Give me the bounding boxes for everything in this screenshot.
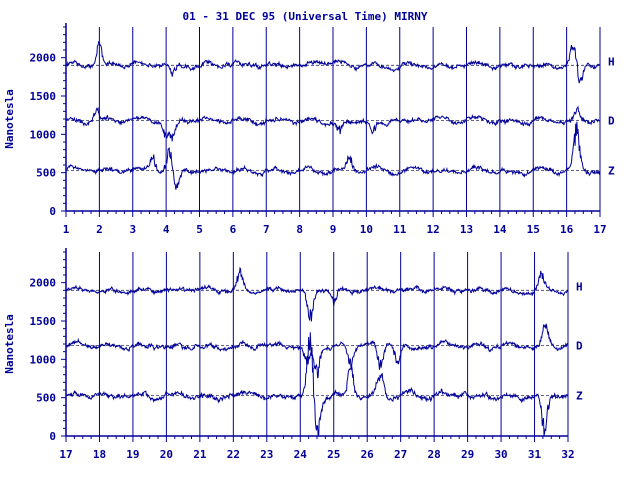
series-label-d: D <box>576 340 583 353</box>
x-tick-label: 19 <box>126 448 139 461</box>
x-tick-label: 13 <box>460 223 473 236</box>
series-trace-h <box>65 266 569 322</box>
x-tick-label: 2 <box>96 223 103 236</box>
x-tick-label: 7 <box>263 223 270 236</box>
x-tick-label: 9 <box>330 223 337 236</box>
chart-title: 01 - 31 DEC 95 (Universal Time) MIRNY <box>182 10 427 23</box>
x-tick-label: 10 <box>360 223 373 236</box>
x-tick-label: 12 <box>427 223 440 236</box>
x-tick-label: 18 <box>93 448 106 461</box>
y-tick-label: 500 <box>36 392 56 405</box>
y-tick-label: 2000 <box>30 277 57 290</box>
panel-bottom: 0 500 1000 1500 2000 Nanotesla 17 18 19 20 21 22 23 2… <box>3 248 583 461</box>
x-tick-label: 16 <box>560 223 574 236</box>
x-tick-label: 28 <box>428 448 441 461</box>
x-tick-label: 11 <box>393 223 407 236</box>
series-trace-z <box>65 332 569 437</box>
series-trace-z <box>65 121 601 190</box>
series-label-h: H <box>608 55 615 68</box>
x-tick-label: 25 <box>327 448 340 461</box>
y-tick-label: 1000 <box>30 128 57 141</box>
y-axis-label: Nanotesla <box>3 314 16 374</box>
y-tick-label: 1500 <box>30 90 57 103</box>
y-axis-label: Nanotesla <box>3 89 16 149</box>
x-tick-label: 22 <box>227 448 240 461</box>
x-tick-label: 30 <box>494 448 507 461</box>
x-tick-label: 8 <box>296 223 303 236</box>
series-label-d: D <box>608 115 615 128</box>
x-tick-label: 17 <box>59 448 72 461</box>
series-trace-d <box>65 323 569 379</box>
y-tick-label: 1500 <box>30 315 57 328</box>
y-tick-label: 2000 <box>30 52 57 65</box>
y-tick-label: 0 <box>49 205 56 218</box>
x-tick-label: 32 <box>561 448 574 461</box>
x-tick-label: 26 <box>361 448 375 461</box>
y-tick-label: 1000 <box>30 353 57 366</box>
y-tick-label: 500 <box>36 167 56 180</box>
x-tick-label: 21 <box>193 448 207 461</box>
x-tick-label: 6 <box>230 223 237 236</box>
x-tick-label: 27 <box>394 448 407 461</box>
series-trace-d <box>65 105 600 142</box>
series-label-z: Z <box>608 164 615 177</box>
x-tick-label: 5 <box>196 223 203 236</box>
x-tick-label: 17 <box>593 223 606 236</box>
x-tick-label: 24 <box>294 448 308 461</box>
x-tick-label: 3 <box>129 223 136 236</box>
x-tick-label: 29 <box>461 448 474 461</box>
x-tick-label: 4 <box>163 223 170 236</box>
series-label-z: Z <box>576 389 583 402</box>
x-tick-label: 1 <box>63 223 70 236</box>
x-tick-label: 15 <box>527 223 540 236</box>
x-tick-label: 23 <box>260 448 273 461</box>
x-tick-label: 31 <box>528 448 542 461</box>
x-tick-label: 14 <box>493 223 507 236</box>
series-trace-h <box>65 41 601 84</box>
y-tick-label: 0 <box>49 430 56 443</box>
x-tick-label: 20 <box>160 448 173 461</box>
series-label-h: H <box>576 280 583 293</box>
